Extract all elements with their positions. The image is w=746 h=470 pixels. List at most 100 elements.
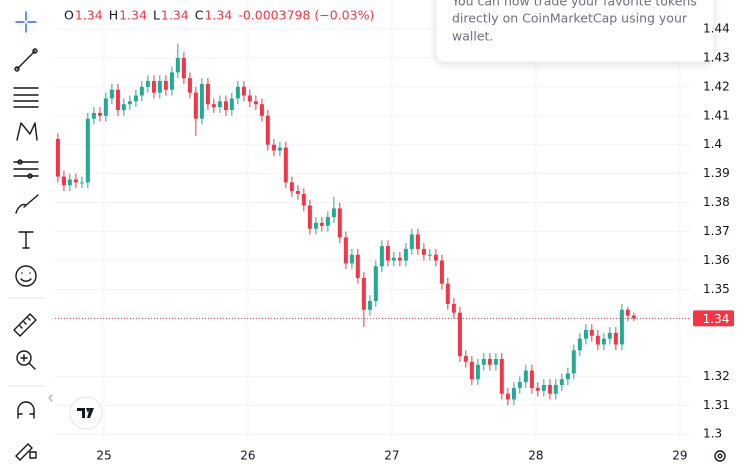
y-tick-label: 1.36 — [703, 253, 730, 267]
candle-body — [505, 393, 510, 400]
lock-draw-tool[interactable] — [15, 443, 37, 461]
candle-body — [289, 182, 294, 192]
candle-body — [595, 335, 600, 345]
candle-body — [463, 356, 468, 362]
tv-logo[interactable] — [69, 396, 103, 430]
y-tick-label: 1.41 — [703, 108, 730, 122]
candle-body — [55, 138, 60, 177]
candle-body — [157, 81, 162, 93]
candle-body — [163, 81, 168, 90]
last-price-tag — [693, 310, 734, 327]
legend-low-label: L — [153, 8, 160, 23]
candle-body — [301, 193, 306, 206]
candle-body — [307, 205, 312, 229]
y-tick-label: 1.32 — [703, 369, 730, 383]
candle-body — [325, 217, 330, 226]
magnet-tool[interactable] — [17, 401, 35, 419]
candle-body — [571, 350, 576, 374]
candle-body — [469, 361, 474, 380]
candle-body — [481, 358, 486, 365]
legend-close-label: C — [195, 8, 204, 23]
x-tick-label: 27 — [384, 449, 399, 463]
candle-body — [625, 309, 630, 316]
logo-mark — [77, 408, 94, 418]
candle-body — [589, 330, 594, 336]
text-tool[interactable] — [18, 231, 34, 249]
legend-high-label: H — [109, 8, 118, 23]
candle-body — [115, 89, 120, 110]
zoom-tool[interactable] — [16, 350, 36, 370]
candle-body — [547, 385, 552, 394]
candle-body — [259, 104, 264, 116]
candle-body — [349, 254, 354, 264]
candle-body — [241, 86, 246, 96]
trendline-tool[interactable] — [14, 48, 38, 72]
candle-body — [331, 208, 336, 218]
candle-body — [67, 179, 72, 186]
candle-body — [343, 237, 348, 264]
candle-body — [211, 104, 216, 108]
candle-body — [517, 382, 522, 388]
candle-body — [523, 370, 528, 383]
candle-body — [619, 309, 624, 345]
candle-body — [175, 57, 180, 73]
popup-line: You can now trade your favorite tokens — [451, 0, 697, 9]
y-tick-label: 1.39 — [703, 166, 730, 180]
ruler-tool[interactable] — [13, 313, 37, 337]
candle-body — [229, 98, 234, 110]
candle-body — [109, 89, 114, 99]
candle-body — [181, 57, 186, 79]
candle-body — [541, 385, 546, 391]
last-price-label: 1.34 — [703, 312, 730, 326]
legend-change: -0.0003798 (−0.03%) — [238, 8, 374, 23]
candle-body — [61, 176, 66, 186]
candle-body — [79, 182, 84, 184]
settings-button[interactable] — [714, 450, 726, 462]
candle-body — [529, 370, 534, 388]
candle-body — [361, 277, 366, 310]
candle-body — [631, 315, 636, 319]
candle-body — [583, 330, 588, 339]
candle-body — [409, 234, 414, 249]
y-tick-label: 1.38 — [703, 195, 730, 209]
candle-body — [367, 301, 372, 310]
candle-body — [253, 101, 258, 105]
x-tick-label: 25 — [96, 449, 111, 463]
candle-body — [379, 246, 384, 267]
candle-body — [283, 147, 288, 183]
fib-tool[interactable] — [13, 87, 39, 108]
prediction-tool[interactable] — [13, 159, 39, 179]
brush-tool[interactable] — [15, 194, 39, 214]
candle-body — [421, 248, 426, 255]
candle-body — [355, 254, 360, 278]
popup: You can now trade your favorite tokens d… — [435, 0, 715, 63]
collapse-toolbar[interactable] — [46, 386, 54, 412]
candle-body — [535, 387, 540, 391]
y-tick-label: 1.42 — [703, 79, 730, 93]
candle-body — [121, 104, 126, 110]
candle-body — [193, 92, 198, 119]
candle-body — [553, 385, 558, 394]
x-tick-label: 29 — [672, 449, 687, 463]
candle-body — [205, 83, 210, 105]
candle-body — [397, 257, 402, 261]
crosshair-tool[interactable] — [15, 11, 37, 33]
candle-body — [127, 101, 132, 105]
emoji-tool[interactable] — [15, 265, 37, 287]
candle-body — [169, 72, 174, 90]
pattern-tool[interactable] — [16, 122, 38, 141]
candle-body — [103, 98, 108, 116]
candle-body — [139, 86, 144, 96]
candle-body — [601, 338, 606, 345]
grid — [55, 0, 690, 440]
candle-body — [265, 115, 270, 145]
logo-circle — [69, 396, 103, 430]
y-tick-label: 1.3 — [703, 427, 722, 441]
candle-body — [337, 208, 342, 238]
legend-open: 1.34 — [75, 8, 103, 23]
candle-body — [499, 358, 504, 394]
candle-body — [391, 257, 396, 261]
plot — [55, 43, 690, 406]
candle-body — [427, 254, 432, 256]
